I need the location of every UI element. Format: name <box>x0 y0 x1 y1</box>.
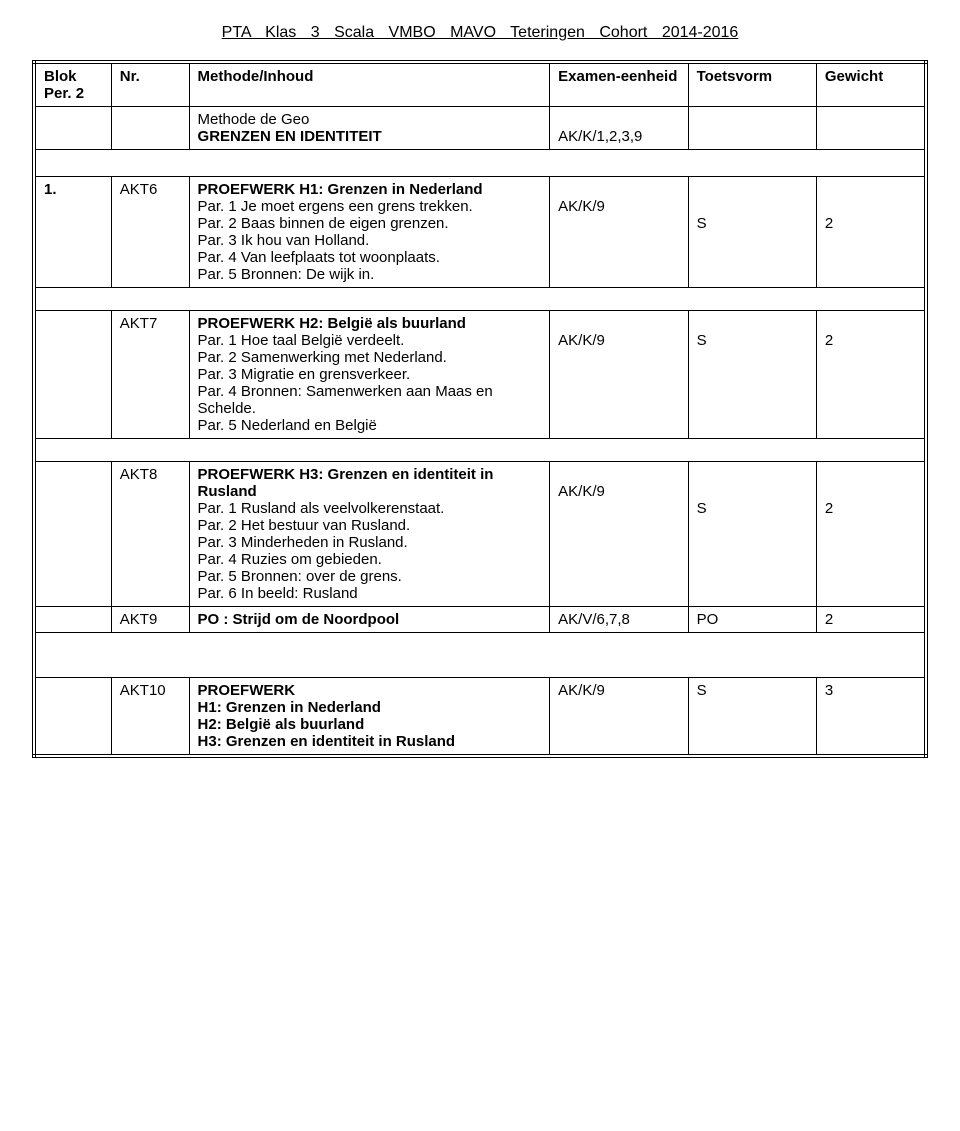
col-header-examen: Examen-eenheid <box>550 62 688 107</box>
page-header: PTA Klas 3 Scala VMBO MAVO Teteringen Co… <box>32 24 928 42</box>
akt10-gewicht: 3 <box>816 678 926 757</box>
akt7-nr: AKT7 <box>111 311 189 439</box>
akt6-examen: AK/K/9 <box>550 177 688 288</box>
cell-empty <box>34 678 111 757</box>
akt10-line: H3: Grenzen en identiteit in Rusland <box>198 733 456 750</box>
akt9-toets: PO <box>688 607 816 633</box>
cell-empty <box>34 107 111 150</box>
spacer-row <box>34 150 926 177</box>
akt7-line: Par. 3 Migratie en grensverkeer. <box>198 366 411 383</box>
akt6-nr: AKT6 <box>111 177 189 288</box>
akt8-toets-text: S <box>697 500 707 517</box>
akt8-line: Par. 3 Minderheden in Rusland. <box>198 534 408 551</box>
akt10-line: H1: Grenzen in Nederland <box>198 699 381 716</box>
cell-empty <box>34 311 111 439</box>
cell-empty <box>111 107 189 150</box>
akt10-title: PROEFWERK <box>198 682 296 699</box>
akt10-line: H2: België als buurland <box>198 716 365 733</box>
akt6-toets: S <box>688 177 816 288</box>
spacer-row <box>34 288 926 311</box>
akt6-line: Par. 4 Van leefplaats tot woonplaats. <box>198 249 440 266</box>
akt6-gewicht-text: 2 <box>825 215 833 232</box>
akt7-toets-text: S <box>697 332 707 349</box>
akt8-line: Par. 2 Het bestuur van Rusland. <box>198 517 411 534</box>
akt7-examen-text: AK/K/9 <box>558 332 605 349</box>
akt6-content: PROEFWERK H1: Grenzen in Nederland Par. … <box>189 177 550 288</box>
akt8-content: PROEFWERK H3: Grenzen en identiteit in R… <box>189 462 550 607</box>
akt6-line: Par. 5 Bronnen: De wijk in. <box>198 266 375 283</box>
col-header-methode: Methode/Inhoud <box>189 62 550 107</box>
akt7-line: Par. 1 Hoe taal België verdeelt. <box>198 332 405 349</box>
akt6-line: Par. 1 Je moet ergens een grens trekken. <box>198 198 473 215</box>
cell-empty <box>34 462 111 607</box>
spacer-row <box>34 633 926 678</box>
akt6-line: Par. 2 Baas binnen de eigen grenzen. <box>198 215 449 232</box>
akt9-examen: AK/V/6,7,8 <box>550 607 688 633</box>
akt6-toets-text: S <box>697 215 707 232</box>
akt8-line: Par. 6 In beeld: Rusland <box>198 585 358 602</box>
akt8-gewicht: 2 <box>816 462 926 607</box>
akt8-toets: S <box>688 462 816 607</box>
akt8-gewicht-text: 2 <box>825 500 833 517</box>
akt8-line: Par. 1 Rusland als veelvolkerenstaat. <box>198 500 445 517</box>
akt9-nr: AKT9 <box>111 607 189 633</box>
intro-examen-text: AK/K/1,2,3,9 <box>558 128 642 145</box>
akt8-title: PROEFWERK H3: Grenzen en identiteit in R… <box>198 466 494 500</box>
intro-examen: AK/K/1,2,3,9 <box>550 107 688 150</box>
intro-line2: GRENZEN EN IDENTITEIT <box>198 128 382 145</box>
akt10-nr: AKT10 <box>111 678 189 757</box>
akt9-content: PO : Strijd om de Noordpool <box>189 607 550 633</box>
akt7-line: Par. 2 Samenwerking met Nederland. <box>198 349 447 366</box>
akt6-examen-text: AK/K/9 <box>558 198 605 215</box>
akt8-line: Par. 5 Bronnen: over de grens. <box>198 568 402 585</box>
intro-line1: Methode de Geo <box>198 111 310 128</box>
akt8-examen: AK/K/9 <box>550 462 688 607</box>
akt7-title: PROEFWERK H2: België als buurland <box>198 315 466 332</box>
akt7-line: Par. 4 Bronnen: Samenwerken aan Maas en … <box>198 383 493 417</box>
akt8-nr: AKT8 <box>111 462 189 607</box>
spacer-row <box>34 439 926 462</box>
akt9-gewicht: 2 <box>816 607 926 633</box>
akt6-gewicht: 2 <box>816 177 926 288</box>
akt6-line: Par. 3 Ik hou van Holland. <box>198 232 370 249</box>
cell-empty <box>688 107 816 150</box>
intro-content: Methode de Geo GRENZEN EN IDENTITEIT <box>189 107 550 150</box>
akt8-line: Par. 4 Ruzies om gebieden. <box>198 551 382 568</box>
cell-empty <box>34 607 111 633</box>
akt10-toets: S <box>688 678 816 757</box>
akt7-toets: S <box>688 311 816 439</box>
col-header-gewicht: Gewicht <box>816 62 926 107</box>
akt10-examen: AK/K/9 <box>550 678 688 757</box>
akt7-gewicht-text: 2 <box>825 332 833 349</box>
akt8-examen-text: AK/K/9 <box>558 483 605 500</box>
col-header-nr: Nr. <box>111 62 189 107</box>
akt7-gewicht: 2 <box>816 311 926 439</box>
col-header-toets: Toetsvorm <box>688 62 816 107</box>
col-header-blok: Blok Per. 2 <box>34 62 111 107</box>
akt7-content: PROEFWERK H2: België als buurland Par. 1… <box>189 311 550 439</box>
cell-empty <box>816 107 926 150</box>
akt6-title: PROEFWERK H1: Grenzen in Nederland <box>198 181 483 198</box>
akt7-examen: AK/K/9 <box>550 311 688 439</box>
pta-table: Blok Per. 2 Nr. Methode/Inhoud Examen-ee… <box>32 60 928 758</box>
blok-number: 1. <box>34 177 111 288</box>
akt9-title: PO : Strijd om de Noordpool <box>198 611 400 628</box>
akt7-line: Par. 5 Nederland en België <box>198 417 377 434</box>
akt10-content: PROEFWERK H1: Grenzen in Nederland H2: B… <box>189 678 550 757</box>
